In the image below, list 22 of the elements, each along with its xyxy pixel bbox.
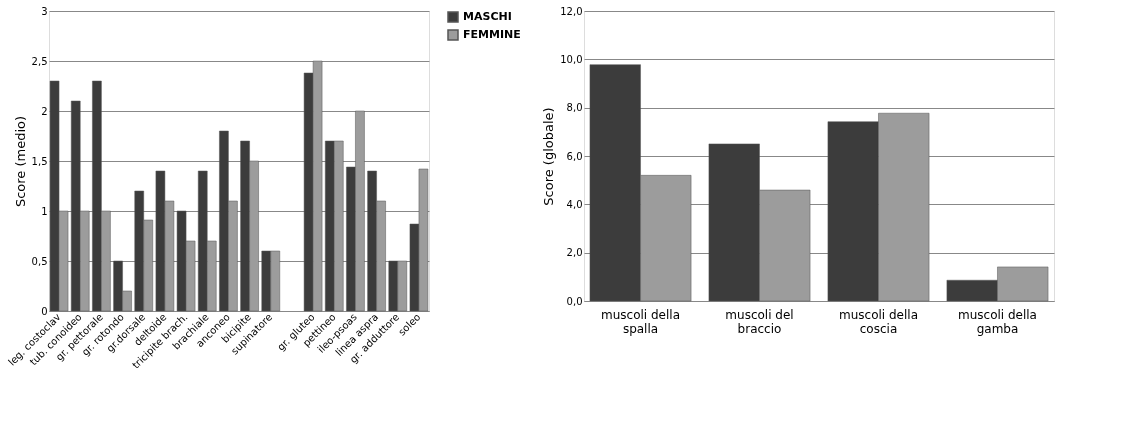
y-tick-label: 1,5 bbox=[31, 155, 48, 167]
legend-label: FEMMINE bbox=[463, 28, 521, 41]
legend-label: MASCHI bbox=[463, 10, 512, 23]
y-tick-label: 2,0 bbox=[566, 247, 583, 259]
x-tick-label: muscoli della gamba bbox=[957, 307, 1037, 336]
y-tick-label: 0,0 bbox=[566, 295, 583, 307]
y-tick-label: 4,0 bbox=[566, 198, 583, 210]
y-tick-label: 8,0 bbox=[566, 102, 583, 114]
y-tick-label: 12,0 bbox=[560, 5, 583, 17]
y-tick-label: 2,5 bbox=[31, 55, 48, 67]
y-tick-label: 0 bbox=[41, 305, 48, 317]
y-axis-title: Score (medio) bbox=[12, 115, 28, 208]
x-tick-label: muscoli del braccio bbox=[725, 307, 794, 336]
y-axis-title: Score (globale) bbox=[541, 107, 557, 206]
y-tick-label: 10,0 bbox=[560, 53, 583, 65]
y-tick-label: 1 bbox=[41, 205, 48, 217]
y-tick-label: 0,5 bbox=[31, 255, 48, 267]
y-tick-label: 2 bbox=[41, 105, 48, 117]
y-tick-label: 6,0 bbox=[566, 150, 583, 162]
y-tick-label: 3 bbox=[41, 5, 48, 17]
x-tick-label: muscoli della spalla bbox=[601, 307, 681, 336]
x-tick-label: muscoli della coscia bbox=[838, 307, 918, 336]
